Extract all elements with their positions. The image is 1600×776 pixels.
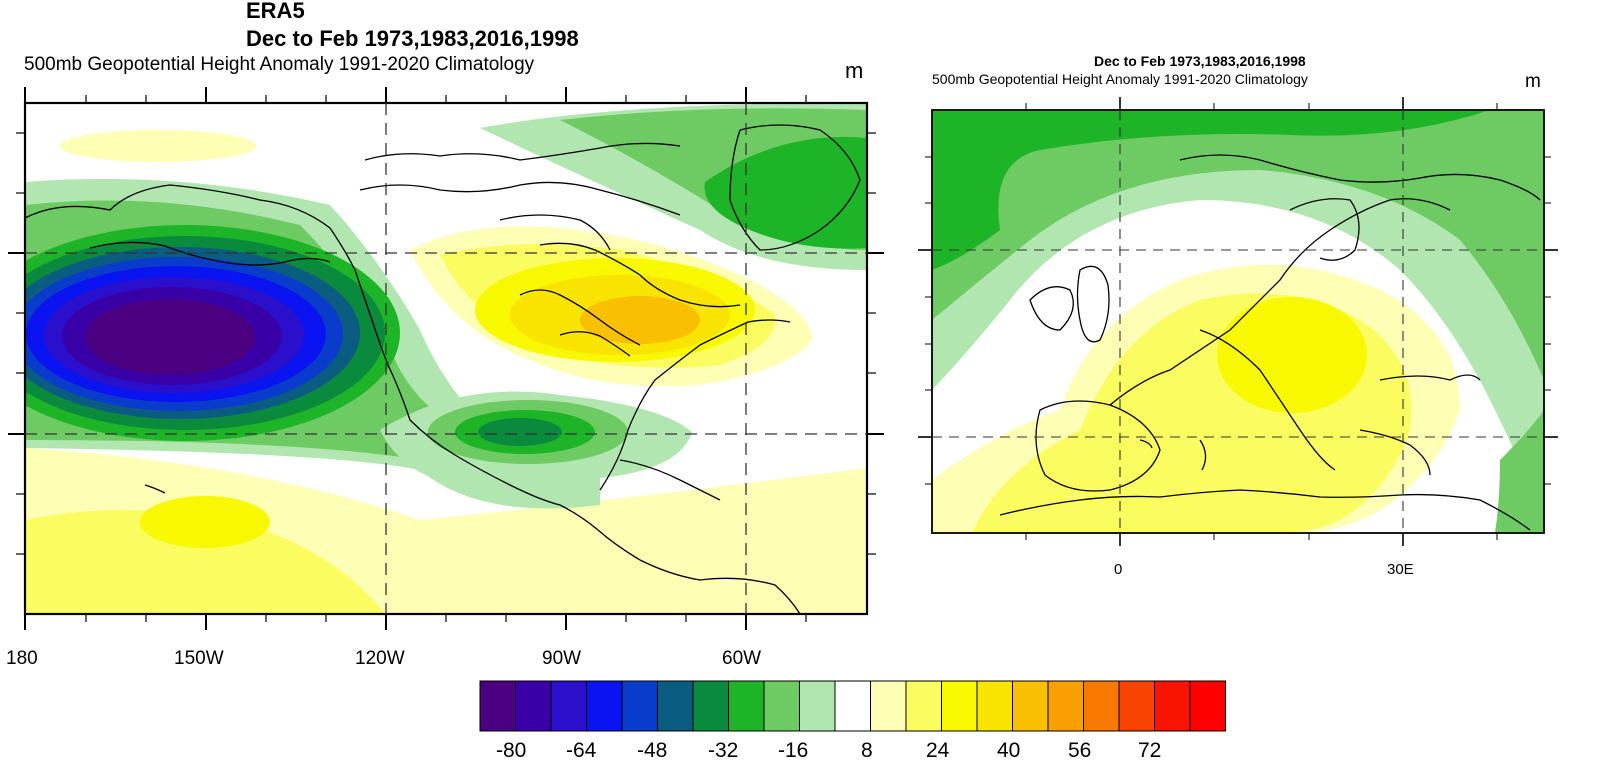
left-minor-ticks — [16, 95, 876, 622]
colorbar-swatch — [1118, 680, 1155, 732]
left-coastlines — [25, 124, 861, 614]
colorbar-swatch — [941, 680, 978, 732]
colorbar-swatch — [479, 680, 516, 732]
colorbar-swatch — [515, 680, 552, 732]
colorbar-label: -64 — [566, 739, 597, 762]
colorbar-swatch — [976, 680, 1013, 732]
colorbar-swatch — [905, 680, 942, 732]
lon-label-120w: 120W — [355, 648, 405, 669]
colorbar-label: 72 — [1138, 739, 1162, 762]
right-map — [918, 97, 1558, 546]
colorbar-swatch — [1154, 680, 1191, 732]
right-map-fields — [932, 110, 1544, 533]
left-graticule — [25, 103, 867, 614]
colorbar — [479, 680, 1226, 732]
lon-label-150w: 150W — [174, 648, 224, 669]
colorbar-label: 8 — [861, 739, 873, 762]
colorbar-swatch — [728, 680, 765, 732]
colorbar-label: 24 — [926, 739, 950, 762]
colorbar-label: -16 — [778, 739, 809, 762]
colorbar-swatch — [1047, 680, 1084, 732]
colorbar-swatch — [692, 680, 729, 732]
main-season-title: Dec to Feb 1973,1983,2016,1998 — [246, 26, 579, 51]
lon-label-90w: 90W — [542, 648, 582, 669]
colorbar-swatch — [586, 680, 623, 732]
colorbar-swatch — [763, 680, 800, 732]
colorbar-swatch — [1012, 680, 1049, 732]
colorbar-label: -32 — [708, 739, 739, 762]
lon-label-0: 0 — [1114, 561, 1123, 578]
right-map-subtitle: 500mb Geopotential Height Anomaly 1991-2… — [932, 71, 1308, 87]
right-coastlines — [999, 154, 1541, 531]
lon-label-30e: 30E — [1387, 561, 1414, 578]
right-map-title: Dec to Feb 1973,1983,2016,1998 — [1094, 53, 1306, 69]
colorbar-label: 56 — [1068, 739, 1092, 762]
left-map-fields — [25, 103, 867, 614]
colorbar-swatch — [621, 680, 658, 732]
colorbar-swatch — [657, 680, 694, 732]
right-map-units-label: m — [1525, 71, 1541, 92]
colorbar-swatch — [550, 680, 587, 732]
main-units-label: m — [845, 58, 864, 83]
left-map — [8, 87, 884, 630]
colorbar-swatch — [834, 680, 871, 732]
colorbar-label: 40 — [997, 739, 1021, 762]
main-variable-subtitle: 500mb Geopotential Height Anomaly 1991-2… — [24, 54, 535, 75]
right-minor-ticks — [925, 103, 1551, 540]
colorbar-swatch — [870, 680, 907, 732]
right-graticule — [932, 110, 1544, 533]
colorbar-swatch — [799, 680, 836, 732]
colorbar-swatch — [1083, 680, 1120, 732]
colorbar-swatch — [1189, 680, 1226, 732]
main-source-title: ERA5 — [246, 0, 305, 23]
right-ticks — [918, 97, 1558, 546]
lon-label-60w: 60W — [722, 648, 762, 669]
left-ticks — [8, 87, 884, 630]
colorbar-label: -48 — [637, 739, 668, 762]
lon-label-180: 180 — [6, 648, 38, 669]
colorbar-label: -80 — [496, 739, 527, 762]
